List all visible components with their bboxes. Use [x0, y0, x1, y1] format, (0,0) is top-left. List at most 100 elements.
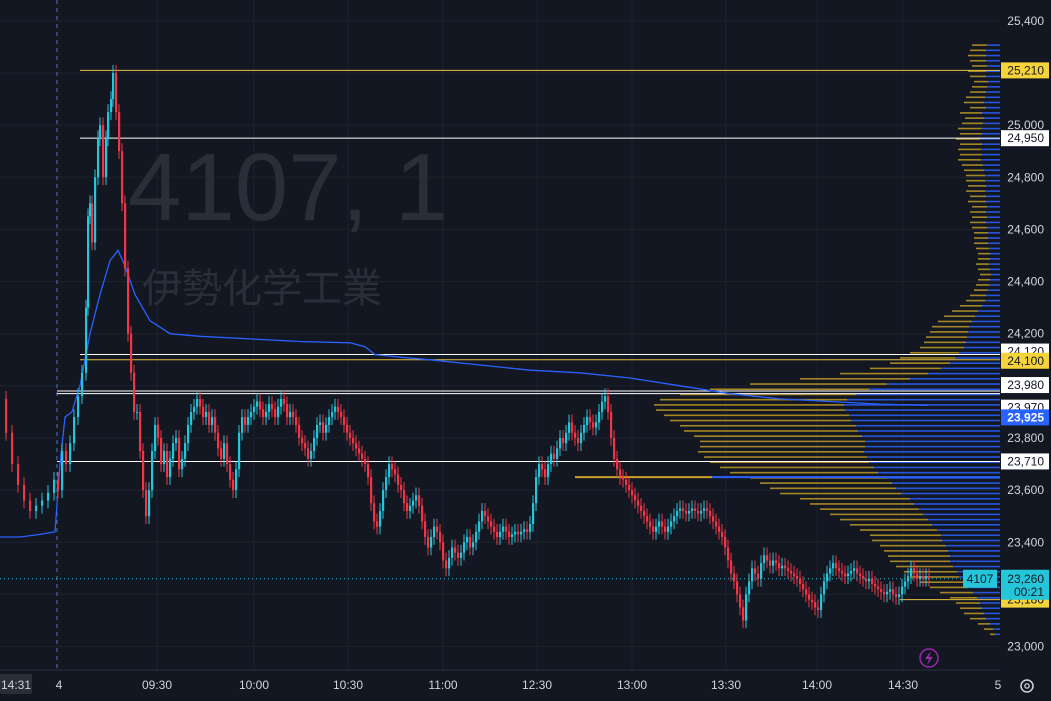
- candle-body[interactable]: [313, 437, 316, 452]
- candle-body[interactable]: [373, 503, 376, 522]
- candle-body[interactable]: [823, 581, 826, 595]
- candles[interactable]: [5, 65, 931, 629]
- candle-body[interactable]: [550, 453, 553, 465]
- candle-body[interactable]: [65, 451, 68, 465]
- candle-body[interactable]: [436, 526, 439, 532]
- candle-body[interactable]: [559, 437, 562, 449]
- candle-body[interactable]: [283, 398, 286, 405]
- candle-body[interactable]: [151, 451, 154, 491]
- candle-body[interactable]: [589, 417, 592, 423]
- candle-body[interactable]: [409, 505, 412, 511]
- candle-body[interactable]: [712, 516, 715, 522]
- candle-body[interactable]: [205, 411, 208, 418]
- candle-body[interactable]: [718, 526, 721, 532]
- candle-body[interactable]: [733, 573, 736, 582]
- candle-body[interactable]: [91, 203, 94, 243]
- candle-body[interactable]: [415, 495, 418, 501]
- candle-body[interactable]: [238, 432, 241, 470]
- candle-body[interactable]: [403, 490, 406, 504]
- candle-body[interactable]: [670, 521, 673, 527]
- candle-body[interactable]: [17, 464, 20, 485]
- candle-body[interactable]: [829, 568, 832, 574]
- candle-body[interactable]: [904, 581, 907, 587]
- candle-body[interactable]: [172, 443, 175, 459]
- candle-body[interactable]: [526, 529, 529, 532]
- candle-body[interactable]: [77, 396, 80, 418]
- candle-body[interactable]: [898, 594, 901, 598]
- candle-body[interactable]: [853, 568, 856, 571]
- candle-body[interactable]: [35, 505, 38, 511]
- candle-body[interactable]: [298, 424, 301, 438]
- candle-body[interactable]: [685, 510, 688, 514]
- candle-body[interactable]: [107, 112, 110, 139]
- candle-body[interactable]: [649, 521, 652, 527]
- candle-body[interactable]: [925, 576, 928, 579]
- candle-body[interactable]: [280, 398, 283, 407]
- candle-body[interactable]: [595, 422, 598, 428]
- candle-body[interactable]: [694, 508, 697, 511]
- candle-body[interactable]: [370, 477, 373, 504]
- candle-body[interactable]: [652, 526, 655, 532]
- candle-body[interactable]: [115, 72, 118, 113]
- candle-body[interactable]: [466, 537, 469, 543]
- candle-body[interactable]: [5, 398, 8, 433]
- candle-body[interactable]: [367, 464, 370, 478]
- candle-body[interactable]: [919, 576, 922, 579]
- candle-body[interactable]: [268, 404, 271, 412]
- candle-body[interactable]: [247, 417, 250, 425]
- candle-body[interactable]: [664, 526, 667, 532]
- candle-body[interactable]: [775, 560, 778, 564]
- candle-body[interactable]: [781, 565, 784, 569]
- candle-body[interactable]: [271, 404, 274, 410]
- candle-body[interactable]: [784, 565, 787, 569]
- candle-body[interactable]: [448, 557, 451, 569]
- candle-body[interactable]: [514, 531, 517, 535]
- candle-body[interactable]: [463, 542, 466, 553]
- candle-body[interactable]: [376, 521, 379, 527]
- candle-body[interactable]: [400, 484, 403, 491]
- candle-body[interactable]: [181, 458, 184, 470]
- candle-body[interactable]: [556, 448, 559, 459]
- candle-body[interactable]: [709, 510, 712, 517]
- candle-body[interactable]: [442, 542, 445, 561]
- candle-body[interactable]: [601, 401, 604, 412]
- candle-body[interactable]: [499, 531, 502, 538]
- candle-body[interactable]: [742, 607, 745, 621]
- candle-body[interactable]: [676, 510, 679, 517]
- candle-body[interactable]: [169, 458, 172, 478]
- candle-body[interactable]: [334, 406, 337, 412]
- candle-body[interactable]: [598, 411, 601, 423]
- candle-body[interactable]: [211, 417, 214, 425]
- candle-body[interactable]: [835, 563, 838, 569]
- candle-body[interactable]: [421, 505, 424, 522]
- candle-body[interactable]: [163, 451, 166, 465]
- candle-body[interactable]: [394, 469, 397, 475]
- candle-body[interactable]: [865, 578, 868, 582]
- candle-body[interactable]: [475, 531, 478, 543]
- candle-body[interactable]: [289, 411, 292, 418]
- candle-body[interactable]: [874, 583, 877, 587]
- candle-body[interactable]: [574, 432, 577, 438]
- candle-body[interactable]: [928, 576, 931, 579]
- candle-body[interactable]: [607, 396, 610, 412]
- candle-body[interactable]: [136, 411, 139, 413]
- candle-body[interactable]: [736, 581, 739, 595]
- candle-body[interactable]: [547, 464, 550, 478]
- candle-body[interactable]: [229, 464, 232, 480]
- candle-body[interactable]: [262, 409, 265, 418]
- candle-body[interactable]: [217, 432, 220, 449]
- candle-body[interactable]: [110, 99, 113, 113]
- candle-body[interactable]: [820, 594, 823, 611]
- candle-body[interactable]: [124, 203, 127, 269]
- candle-body[interactable]: [193, 406, 196, 412]
- candle-body[interactable]: [53, 479, 56, 493]
- candle-body[interactable]: [23, 484, 26, 501]
- candle-body[interactable]: [895, 594, 898, 598]
- candle-body[interactable]: [274, 409, 277, 418]
- candle-body[interactable]: [790, 570, 793, 574]
- candle-body[interactable]: [295, 417, 298, 425]
- candle-body[interactable]: [99, 125, 102, 139]
- candle-body[interactable]: [760, 563, 763, 579]
- candle-body[interactable]: [844, 573, 847, 577]
